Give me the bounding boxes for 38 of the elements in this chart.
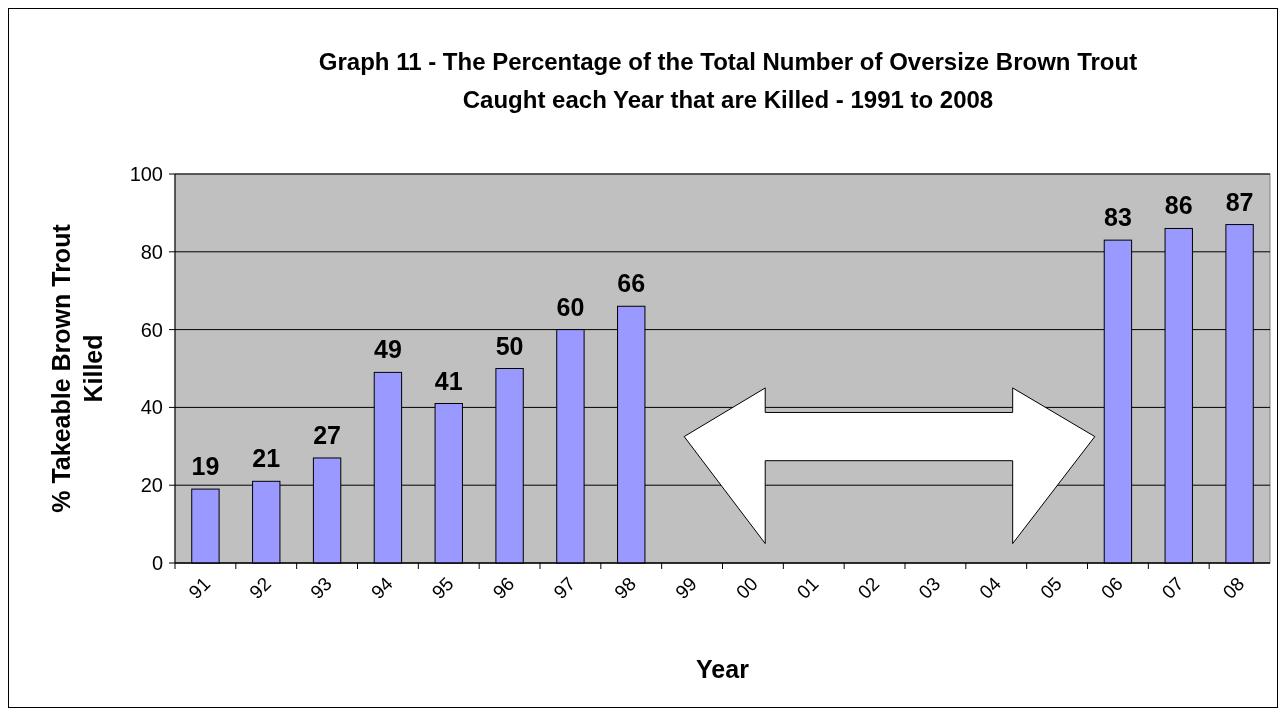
y-tick-label: 100 (129, 163, 163, 185)
data-label: 41 (434, 366, 463, 395)
x-tick-label: 92 (245, 572, 276, 603)
x-tick-label: 00 (731, 572, 762, 603)
x-tick-label: 97 (549, 572, 580, 603)
data-label: 21 (252, 444, 281, 473)
x-tick-label: 05 (1036, 572, 1066, 603)
y-tick-label: 20 (140, 474, 163, 497)
data-label: 86 (1164, 191, 1193, 220)
x-tick-label: 06 (1096, 572, 1127, 603)
data-label: 87 (1225, 187, 1254, 216)
x-tick-label: 98 (610, 572, 641, 603)
x-tick-label: 94 (366, 572, 398, 603)
x-tick-label: 93 (306, 572, 336, 603)
chart-title: Graph 11 - The Percentage of the Total Number of Oversize Brown Trout Caught each Year that are Killed - 1991 to 2008 (318, 48, 1138, 113)
x-tick-label: 91 (184, 572, 215, 603)
x-tick-label: 95 (427, 572, 458, 603)
x-tick-label: 01 (792, 572, 823, 603)
data-label: 83 (1104, 203, 1132, 232)
x-tick-label: 96 (488, 572, 519, 603)
data-label: 19 (191, 452, 220, 481)
data-label: 66 (617, 269, 646, 298)
x-tick-label: 07 (1157, 572, 1188, 603)
x-tick-label: 03 (914, 572, 945, 603)
y-tick-label: 60 (140, 318, 163, 341)
y-tick-label: 80 (140, 240, 163, 263)
data-label: 49 (374, 335, 402, 364)
x-axis-title: Year (696, 655, 750, 683)
data-label: 50 (495, 331, 524, 360)
y-tick-label: 0 (151, 552, 163, 574)
x-tick-label: 08 (1218, 572, 1249, 603)
data-label: 27 (313, 420, 341, 449)
data-label: 60 (556, 292, 585, 321)
x-tick-label: 02 (853, 572, 884, 603)
x-tick-label: 99 (671, 572, 701, 603)
y-axis-title: % Takeable Brown Trout Killed (47, 223, 107, 513)
y-tick-label: 40 (140, 396, 163, 419)
x-tick-label: 04 (975, 572, 1006, 603)
